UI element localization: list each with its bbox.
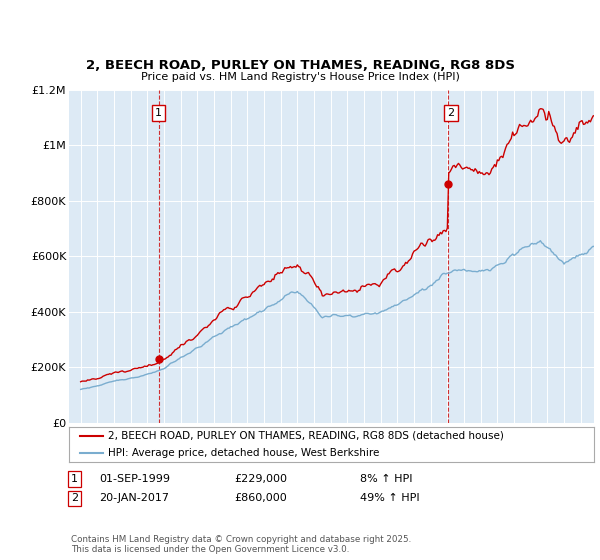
Text: 2: 2: [447, 108, 454, 118]
Text: 1: 1: [71, 474, 78, 484]
Text: 1: 1: [155, 108, 162, 118]
Text: Contains HM Land Registry data © Crown copyright and database right 2025.
This d: Contains HM Land Registry data © Crown c…: [71, 535, 411, 554]
Text: 01-SEP-1999: 01-SEP-1999: [99, 474, 170, 484]
Text: Price paid vs. HM Land Registry's House Price Index (HPI): Price paid vs. HM Land Registry's House …: [140, 72, 460, 82]
Text: HPI: Average price, detached house, West Berkshire: HPI: Average price, detached house, West…: [109, 449, 380, 458]
Text: 49% ↑ HPI: 49% ↑ HPI: [360, 493, 419, 503]
Text: 2, BEECH ROAD, PURLEY ON THAMES, READING, RG8 8DS (detached house): 2, BEECH ROAD, PURLEY ON THAMES, READING…: [109, 431, 504, 441]
Text: £860,000: £860,000: [234, 493, 287, 503]
Text: 2, BEECH ROAD, PURLEY ON THAMES, READING, RG8 8DS: 2, BEECH ROAD, PURLEY ON THAMES, READING…: [86, 59, 515, 72]
Text: 20-JAN-2017: 20-JAN-2017: [99, 493, 169, 503]
Text: 2: 2: [71, 493, 78, 503]
Text: £229,000: £229,000: [234, 474, 287, 484]
Text: 8% ↑ HPI: 8% ↑ HPI: [360, 474, 413, 484]
